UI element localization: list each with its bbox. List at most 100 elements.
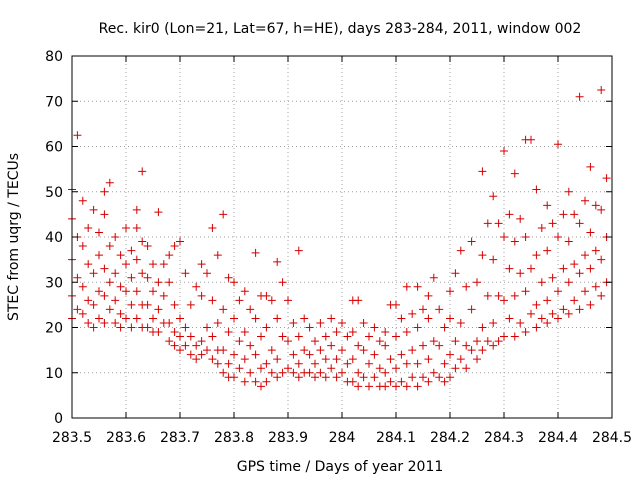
data-point (278, 332, 287, 341)
data-point (311, 359, 319, 368)
data-point (213, 251, 222, 260)
data-point (143, 273, 152, 282)
x-tick-label: 283.8 (214, 430, 254, 446)
data-point (408, 373, 417, 382)
data-point (537, 314, 546, 323)
data-point (84, 223, 93, 232)
data-point (251, 377, 260, 386)
data-point (483, 291, 492, 300)
data-point (332, 355, 341, 364)
data-point (532, 323, 541, 332)
data-point (105, 305, 114, 314)
data-point (435, 305, 444, 314)
data-point (473, 278, 481, 287)
data-point (370, 373, 379, 382)
data-point (208, 355, 217, 364)
data-point (240, 328, 249, 337)
data-point (154, 328, 163, 337)
data-point (505, 210, 514, 219)
data-point (208, 223, 217, 232)
data-point (278, 368, 287, 377)
data-point (392, 364, 400, 373)
data-point (446, 373, 454, 382)
data-point (78, 309, 87, 318)
data-point (570, 260, 579, 269)
data-point (386, 355, 395, 364)
data-point (581, 196, 589, 205)
data-point (332, 373, 341, 382)
data-point (332, 328, 341, 337)
data-point (197, 260, 206, 269)
data-point (89, 205, 98, 214)
data-point (251, 350, 260, 359)
data-point (305, 368, 314, 377)
data-point (316, 346, 325, 355)
data-point (586, 300, 595, 309)
data-point (343, 332, 352, 341)
data-point (186, 350, 195, 359)
data-point (230, 350, 238, 359)
data-point (527, 264, 535, 273)
data-point (597, 205, 606, 214)
data-point (483, 219, 492, 228)
data-point (116, 323, 125, 332)
data-point (181, 269, 190, 278)
data-point (197, 291, 206, 300)
data-point (154, 278, 163, 287)
data-point (203, 323, 211, 332)
data-point (122, 314, 130, 323)
data-point (327, 364, 336, 373)
y-tick-label: 30 (45, 275, 63, 291)
data-point (575, 219, 584, 228)
data-point (375, 337, 384, 346)
data-point (375, 364, 384, 373)
data-point (111, 296, 120, 305)
data-point (381, 328, 390, 337)
data-point (424, 291, 433, 300)
data-point (181, 323, 190, 332)
data-point (348, 328, 357, 337)
data-point (505, 314, 514, 323)
y-tick-label: 60 (45, 140, 63, 156)
data-point (473, 355, 481, 364)
data-point (338, 368, 346, 377)
data-point (500, 332, 508, 341)
data-point (386, 377, 395, 386)
data-point (575, 305, 584, 314)
data-point (284, 364, 292, 373)
data-point (197, 350, 206, 359)
data-point (521, 328, 530, 337)
x-tick-label: 283.6 (106, 430, 146, 446)
data-point (591, 246, 600, 255)
data-point (267, 368, 276, 377)
data-point (478, 346, 487, 355)
data-point (510, 237, 519, 246)
data-point (230, 373, 238, 382)
data-point (95, 314, 103, 323)
data-point (489, 255, 498, 264)
data-point (537, 278, 546, 287)
x-tick-label: 284.3 (484, 430, 524, 446)
data-point (467, 237, 476, 246)
data-point (143, 242, 152, 251)
data-point (132, 255, 141, 264)
data-point (289, 350, 298, 359)
data-point (127, 300, 136, 309)
data-point (149, 287, 157, 296)
data-point (440, 323, 449, 332)
data-point (440, 359, 449, 368)
data-point (143, 300, 152, 309)
data-point (532, 251, 541, 260)
y-tick-label: 20 (45, 321, 63, 337)
data-point (219, 305, 228, 314)
data-point (359, 373, 368, 382)
data-point (575, 269, 584, 278)
data-point (273, 355, 282, 364)
y-tick-label: 40 (45, 230, 63, 246)
x-axis-label: GPS time / Days of year 2011 (237, 459, 444, 475)
data-point (235, 337, 244, 346)
data-point (532, 300, 541, 309)
data-point (305, 323, 314, 332)
data-point (548, 219, 557, 228)
data-point (451, 364, 460, 373)
